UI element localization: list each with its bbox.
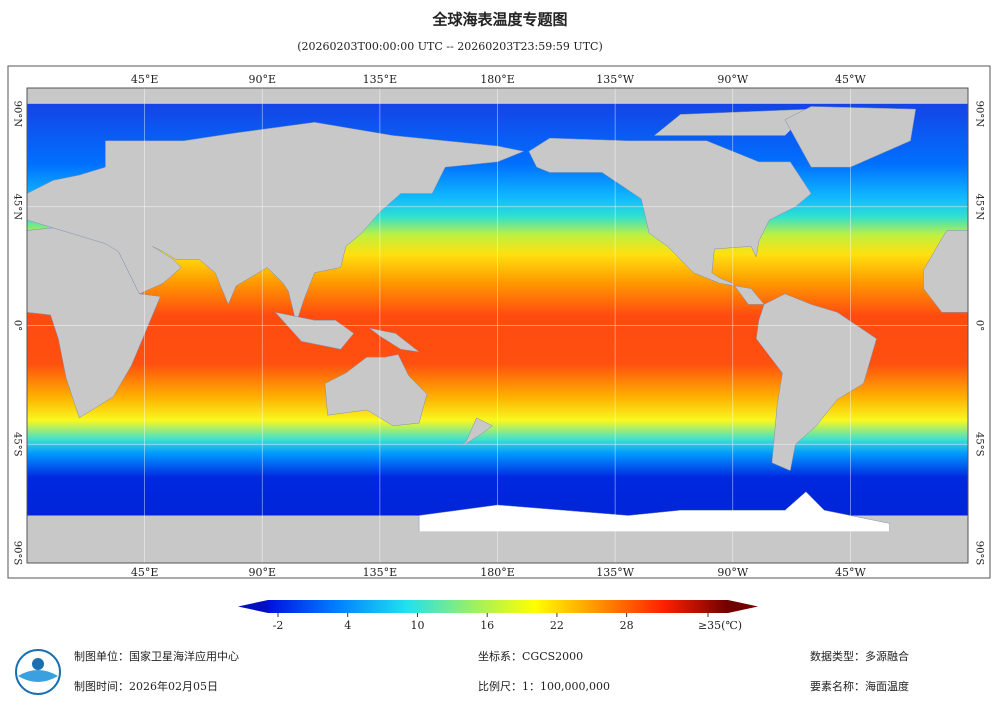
- lat-label: 0°: [12, 320, 23, 331]
- land: [26, 122, 525, 324]
- colorbar-label: 10: [410, 619, 424, 632]
- lat-label: 45°S: [974, 432, 985, 457]
- lon-label: 45°E: [131, 566, 159, 579]
- producer: 制图单位：国家卫星海洋应用中心: [74, 649, 239, 663]
- time-range: (20260203T00:00:00 UTC -- 20260203T23:59…: [297, 40, 603, 53]
- lon-label: 45°W: [835, 566, 866, 579]
- land: [528, 137, 812, 305]
- lon-label: 135°E: [363, 73, 398, 86]
- lat-label: 45°S: [12, 432, 23, 457]
- land: [460, 417, 493, 448]
- lon-label: 135°E: [363, 566, 398, 579]
- land: [756, 293, 877, 471]
- lon-label: 180°E: [480, 566, 515, 579]
- colorbar-label: 4: [344, 619, 351, 632]
- land: [274, 311, 355, 350]
- lat-label: 45°N: [12, 194, 23, 221]
- lon-label: 90°E: [248, 566, 276, 579]
- element: 要素名称：海面温度: [810, 679, 909, 693]
- colorbar-label: ≥35(℃): [698, 619, 742, 632]
- lon-label: 45°E: [131, 73, 159, 86]
- logo: [15, 649, 61, 695]
- lon-label: 90°E: [248, 73, 276, 86]
- colorbar-label: 28: [620, 619, 634, 632]
- scale: 比例尺：1：100,000,000: [478, 679, 610, 693]
- lon-label: 180°E: [480, 73, 515, 86]
- lat-label: 90°N: [12, 101, 23, 128]
- colorbar-high-arrow: [728, 600, 758, 613]
- data-type: 数据类型：多源融合: [810, 649, 909, 663]
- colorbar-low-arrow: [238, 600, 268, 613]
- lon-label: 90°W: [717, 566, 748, 579]
- lon-label: 45°W: [835, 73, 866, 86]
- land: [369, 327, 420, 353]
- lat-label: 90°N: [974, 101, 985, 128]
- land: [324, 354, 428, 427]
- title: 全球海表温度专题图: [431, 11, 567, 29]
- map-border: [26, 87, 969, 564]
- lon-label: 90°W: [717, 73, 748, 86]
- colorbar-label: -2: [273, 619, 284, 632]
- colorbar-label: 22: [550, 619, 564, 632]
- date: 制图时间：2026年02月05日: [74, 679, 218, 693]
- crs: 坐标系：CGCS2000: [478, 649, 583, 663]
- lat-label: 90°S: [12, 541, 23, 566]
- colorbar-label: 16: [480, 619, 494, 632]
- map: [26, 88, 969, 564]
- lat-label: 45°N: [974, 194, 985, 221]
- colorbar: [268, 600, 728, 613]
- lat-label: 0°: [974, 320, 985, 331]
- lat-label: 90°S: [974, 541, 985, 566]
- lon-label: 135°W: [596, 566, 634, 579]
- lon-label: 135°W: [596, 73, 634, 86]
